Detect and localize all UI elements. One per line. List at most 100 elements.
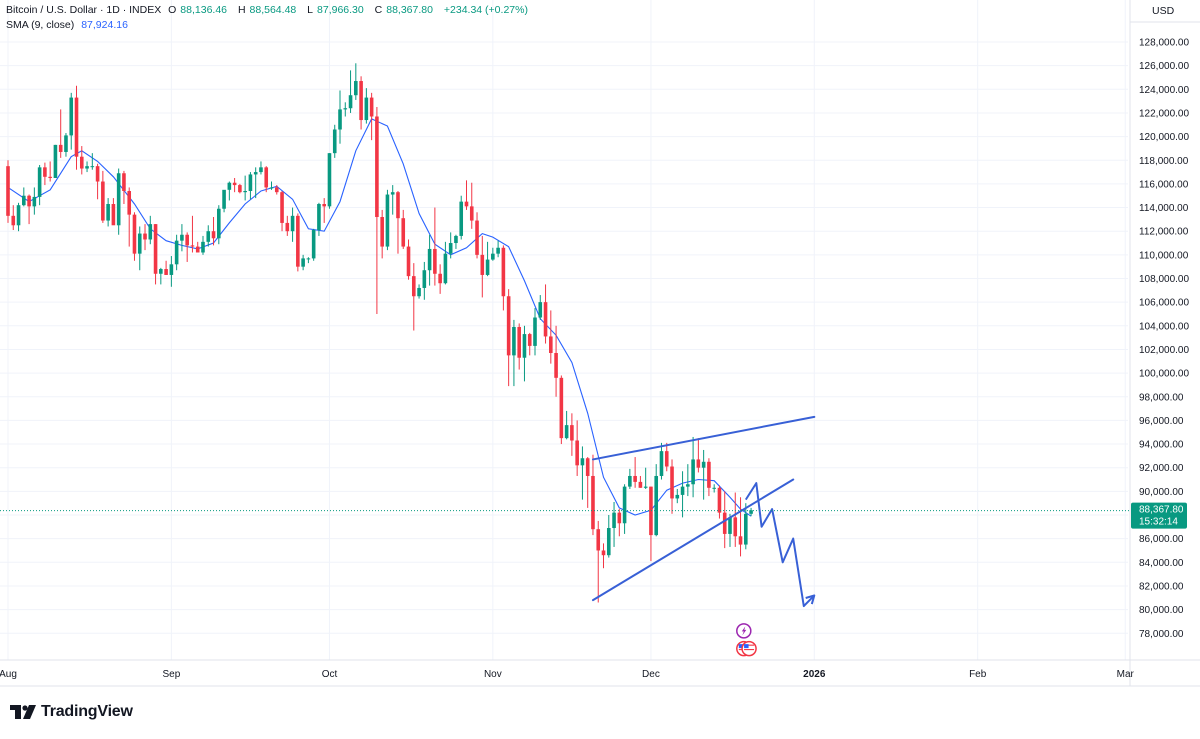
candle[interactable] (311, 228, 316, 261)
candle[interactable] (48, 161, 52, 182)
candle[interactable] (422, 261, 427, 300)
candle[interactable] (701, 449, 706, 500)
candle[interactable] (664, 442, 669, 472)
candle[interactable] (85, 161, 89, 173)
candle[interactable] (116, 168, 121, 235)
candle[interactable] (675, 488, 680, 504)
candle[interactable] (243, 175, 247, 201)
candle[interactable] (180, 224, 184, 252)
candle[interactable] (27, 194, 31, 225)
candle[interactable] (643, 467, 648, 489)
candle[interactable] (411, 263, 416, 331)
candle[interactable] (285, 215, 290, 236)
candle[interactable] (617, 509, 622, 537)
candle[interactable] (206, 225, 211, 247)
candle[interactable] (380, 209, 384, 259)
candle[interactable] (217, 205, 221, 245)
candle[interactable] (195, 241, 200, 253)
candle[interactable] (364, 88, 369, 124)
candle[interactable] (686, 464, 690, 497)
candle[interactable] (717, 485, 722, 519)
upper-channel-line[interactable] (591, 415, 816, 461)
candle[interactable] (654, 464, 659, 537)
us-economic-event-icon[interactable] (741, 640, 757, 657)
candle[interactable] (185, 232, 189, 262)
candle[interactable] (174, 234, 179, 271)
candle[interactable] (559, 375, 564, 445)
candle[interactable] (459, 195, 464, 240)
candle[interactable] (464, 180, 469, 210)
candle[interactable] (111, 198, 116, 226)
tradingview-brand[interactable]: TradingView (10, 702, 133, 722)
sma-legend-row[interactable]: SMA (9, close) 87,924.16 (6, 18, 532, 33)
candle[interactable] (137, 226, 142, 271)
currency-label[interactable]: USD (1152, 5, 1175, 17)
candle[interactable] (554, 325, 558, 397)
candle[interactable] (248, 172, 253, 200)
candle[interactable] (596, 520, 601, 603)
candle[interactable] (469, 182, 474, 229)
candle[interactable] (390, 185, 395, 215)
candle[interactable] (122, 170, 126, 205)
candle[interactable] (728, 513, 732, 547)
candle[interactable] (143, 224, 147, 251)
candle[interactable] (269, 181, 274, 190)
candle[interactable] (43, 162, 47, 186)
candle[interactable] (259, 161, 263, 175)
candle[interactable] (601, 543, 606, 569)
candle[interactable] (707, 458, 711, 497)
sma-line[interactable] (7, 118, 752, 517)
candle[interactable] (159, 267, 163, 285)
candle[interactable] (512, 319, 516, 387)
candle[interactable] (301, 254, 305, 271)
rising-wedge-lower-line[interactable] (591, 478, 795, 602)
candle[interactable] (522, 325, 527, 382)
projected-path-arrow[interactable] (744, 482, 816, 608)
candle[interactable] (264, 166, 269, 193)
candle[interactable] (733, 492, 738, 547)
candle[interactable] (417, 284, 421, 299)
candle[interactable] (274, 185, 279, 195)
candle[interactable] (738, 497, 743, 557)
candle[interactable] (127, 187, 132, 247)
candle[interactable] (74, 85, 79, 170)
candle[interactable] (369, 92, 374, 141)
candle[interactable] (101, 170, 105, 223)
candle[interactable] (338, 90, 342, 144)
candle[interactable] (475, 212, 479, 259)
candle[interactable] (622, 484, 627, 534)
candle[interactable] (506, 289, 511, 387)
candle[interactable] (501, 245, 506, 311)
candle[interactable] (190, 215, 195, 253)
candle[interactable] (53, 144, 58, 178)
candle[interactable] (6, 160, 10, 223)
candle[interactable] (401, 209, 406, 249)
candle[interactable] (496, 240, 500, 258)
candle[interactable] (253, 167, 258, 199)
candle[interactable] (749, 507, 753, 517)
candle[interactable] (280, 190, 284, 232)
candle[interactable] (348, 70, 353, 113)
candle[interactable] (354, 63, 358, 100)
candle[interactable] (290, 207, 295, 242)
candle[interactable] (232, 177, 237, 193)
candle[interactable] (16, 202, 21, 232)
candle[interactable] (427, 234, 432, 286)
candle[interactable] (37, 164, 42, 206)
candle[interactable] (11, 205, 16, 231)
candle[interactable] (527, 332, 532, 356)
candle[interactable] (538, 295, 543, 320)
candle[interactable] (359, 76, 363, 130)
candle[interactable] (649, 486, 653, 562)
candle[interactable] (222, 189, 226, 213)
candle[interactable] (396, 190, 400, 254)
candle[interactable] (385, 189, 390, 251)
candle[interactable] (659, 442, 664, 480)
candle[interactable] (132, 212, 137, 261)
candle[interactable] (517, 323, 521, 370)
candle[interactable] (32, 187, 37, 215)
candle[interactable] (570, 413, 574, 456)
candle[interactable] (491, 247, 495, 261)
candle[interactable] (438, 264, 442, 294)
